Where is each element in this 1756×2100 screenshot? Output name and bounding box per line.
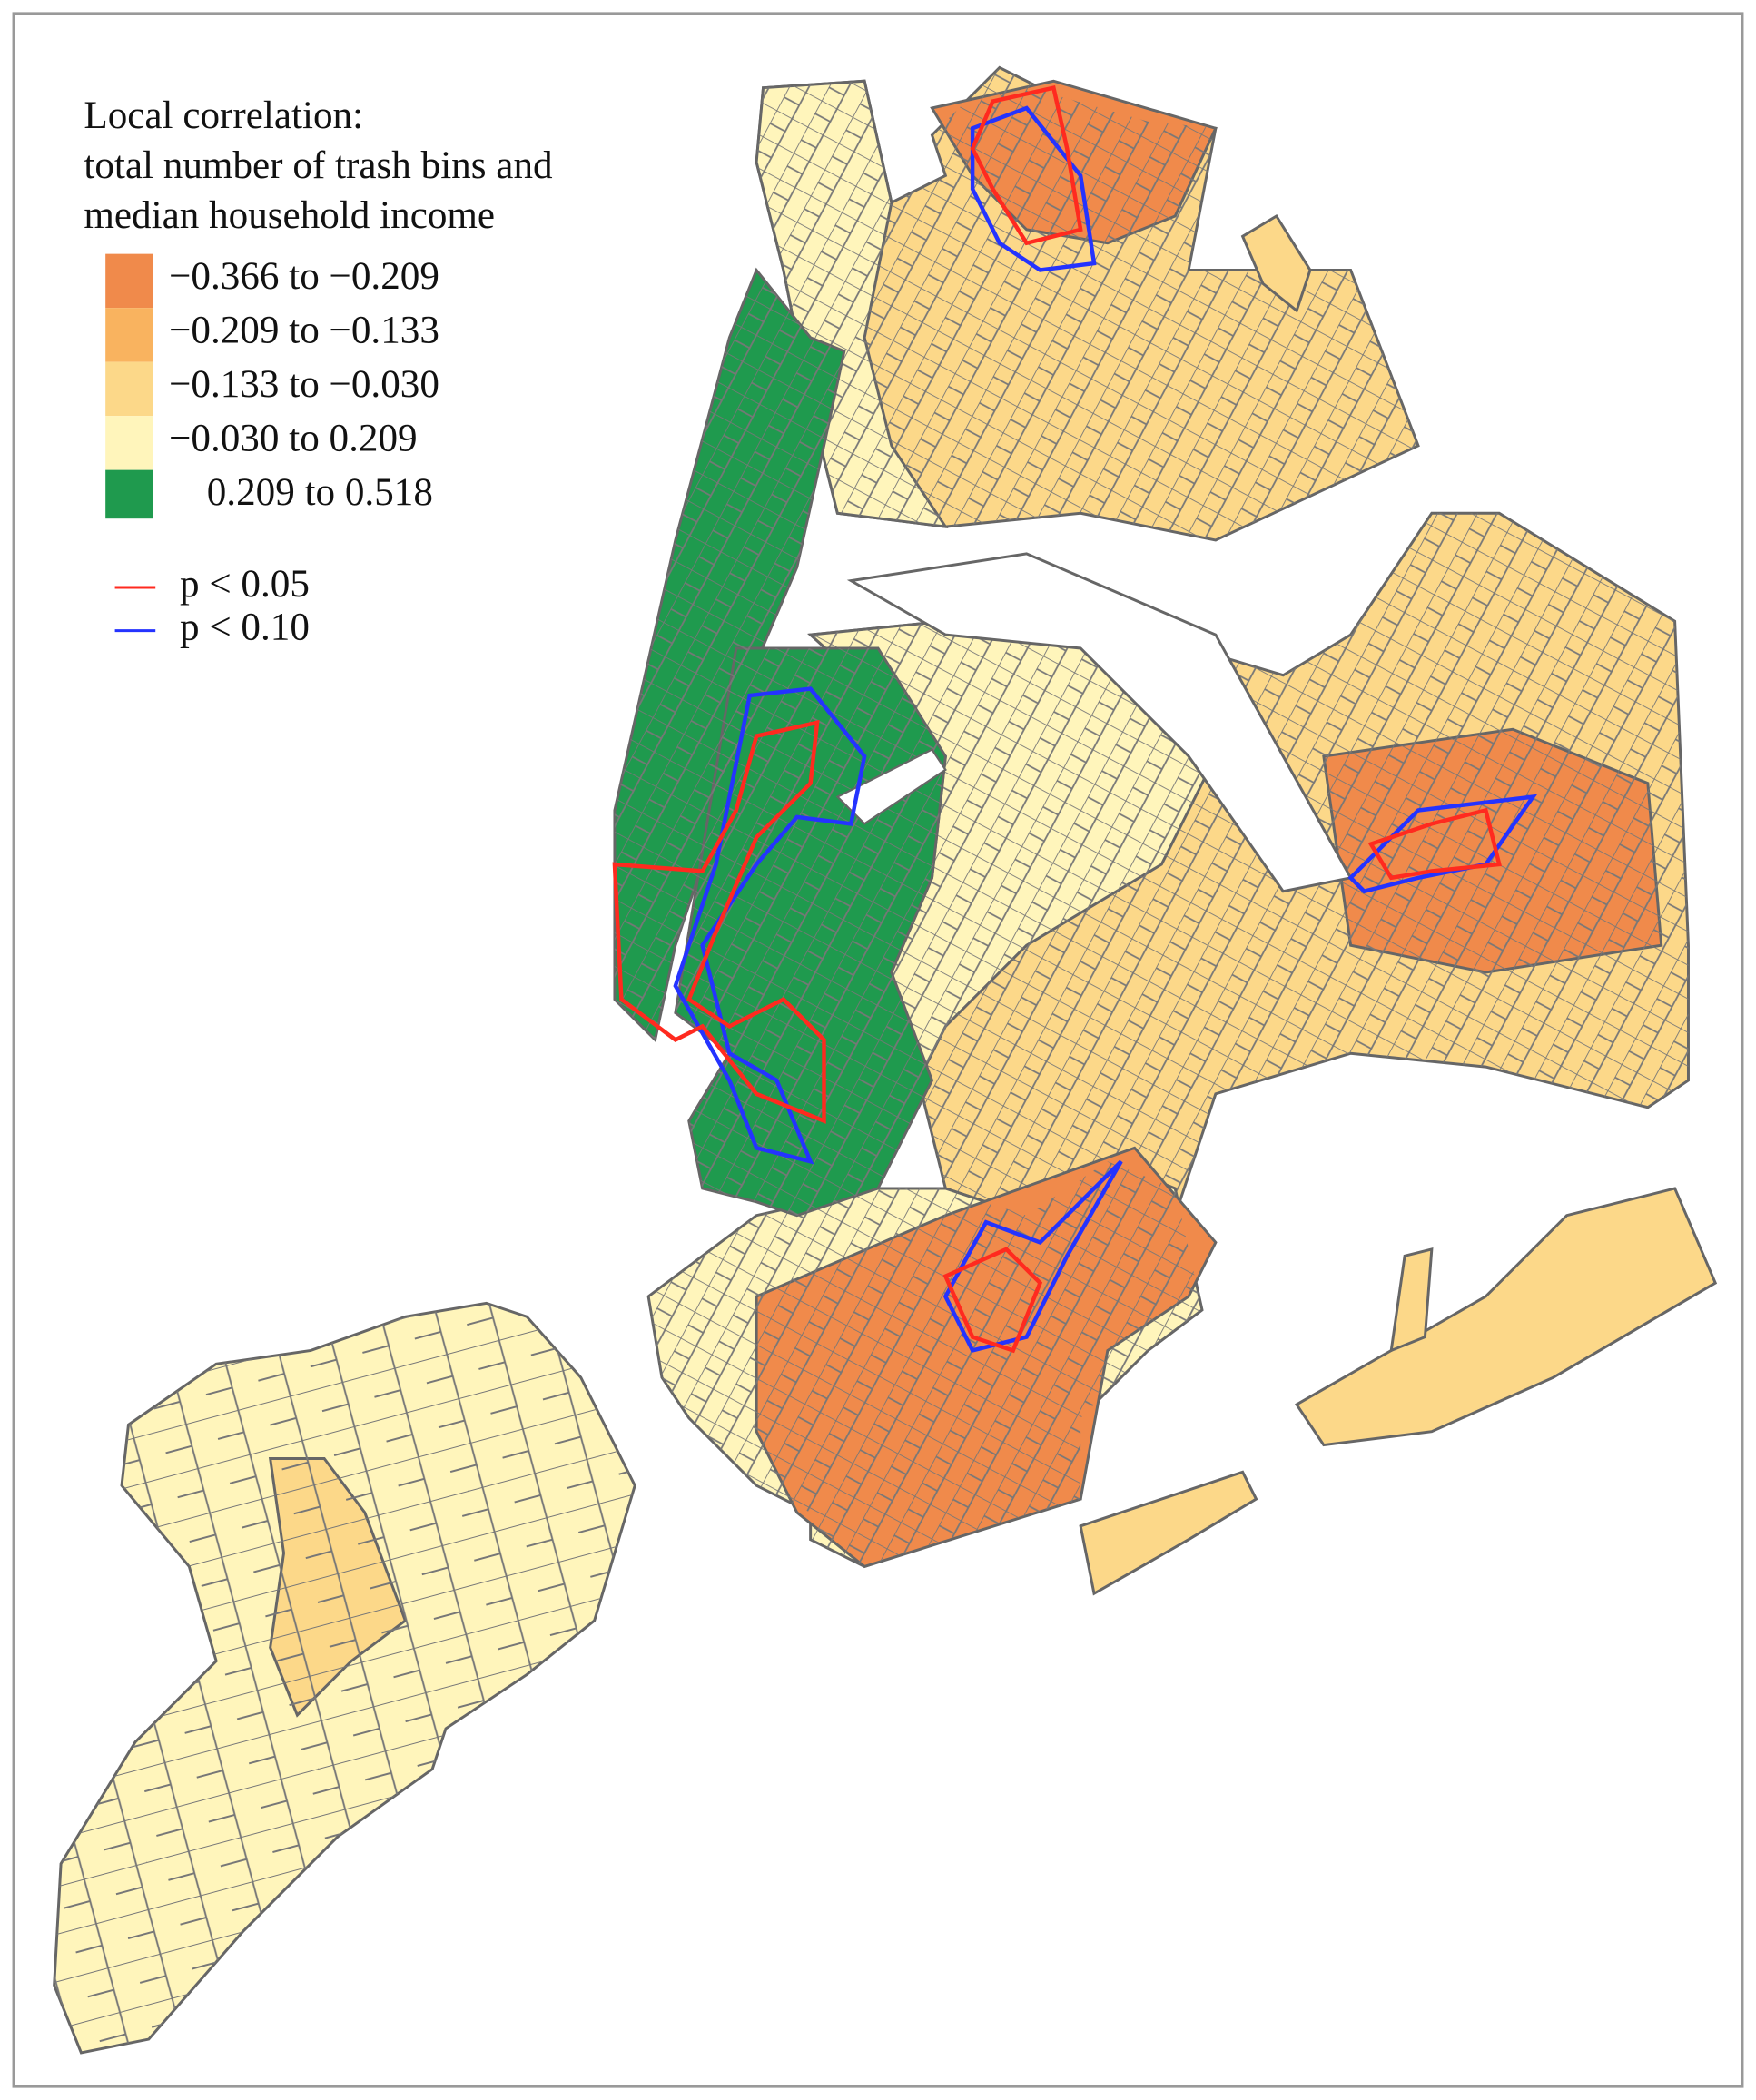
legend-label: p < 0.10 [180,606,310,649]
tract-lines [756,67,1418,540]
legend-swatch [105,416,153,470]
rockaway [1294,1187,1718,1447]
legend-label: −0.209 to −0.133 [169,309,439,351]
frame [12,12,1744,2088]
legend-label: −0.030 to 0.209 [169,417,418,459]
island [1389,1247,1434,1353]
water [846,552,1353,893]
legend-swatch [105,253,153,309]
legend: Local correlation: total number of trash … [84,94,553,649]
legend-swatch [105,308,153,362]
outline-p10 [942,1159,1123,1354]
legend-label: 0.209 to 0.518 [207,471,433,514]
outline-p05 [1367,807,1503,881]
island [1240,213,1312,313]
legend-label: p < 0.05 [180,563,310,606]
water [835,748,947,825]
outline-p05 [942,1247,1043,1354]
legend-title: total number of trash bins and [84,144,553,187]
legend-label: −0.366 to −0.209 [169,255,439,298]
outline-p10 [970,105,1097,272]
legend-swatch [105,469,153,519]
outline-p05 [612,719,826,1124]
significance-outlines [612,85,1538,1354]
legend-label: −0.133 to −0.030 [169,363,439,406]
outline-p05 [970,85,1083,246]
island [1079,1470,1258,1596]
tract-lines [54,1303,636,2053]
tract-lines [810,513,1689,1270]
outline-p10 [673,686,867,1165]
legend-title: Local correlation: [84,94,363,137]
legend-swatch [105,361,153,417]
tract-lines [614,270,844,1040]
boroughs [53,65,1718,2055]
legend-title: median household income [84,194,495,237]
tract-lines [648,1161,1202,1567]
